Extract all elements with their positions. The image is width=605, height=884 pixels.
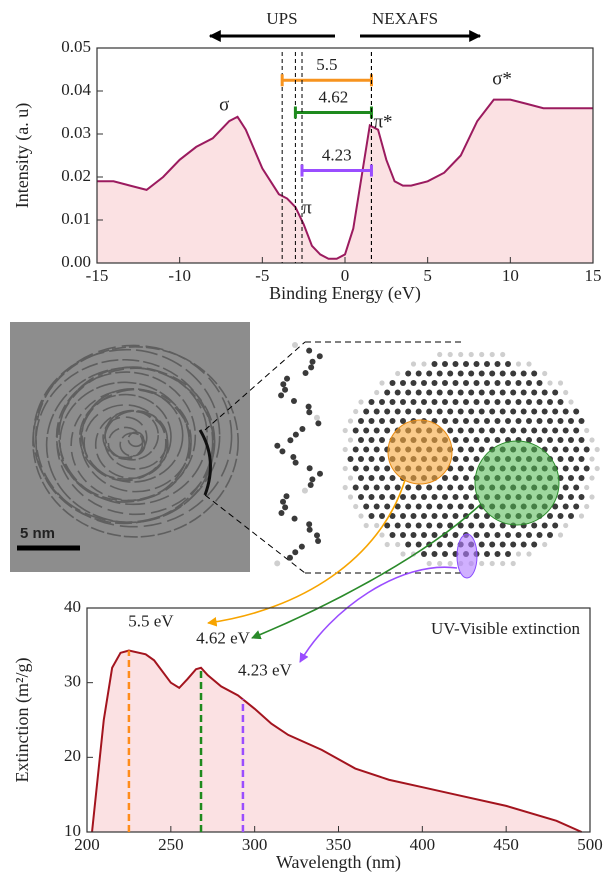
marker-label: 5.5 eV <box>128 611 174 630</box>
y-tick-label: 0.00 <box>61 252 91 271</box>
region-label: NEXAFS <box>372 9 438 28</box>
x-tick-label: 400 <box>410 835 436 854</box>
line <box>91 649 583 833</box>
x-tick-label: 15 <box>585 266 602 285</box>
x-tick-label: -15 <box>86 266 109 285</box>
x-tick-label: 250 <box>158 835 184 854</box>
area <box>97 99 593 263</box>
y-tick-label: 0.02 <box>61 166 91 185</box>
y-tick-label: 10 <box>64 821 81 840</box>
gap-label: 5.5 <box>316 55 337 74</box>
annotation: π* <box>373 112 392 133</box>
chart-title: UV-Visible extinction <box>431 619 580 638</box>
y-tick-label: 0.05 <box>61 37 91 56</box>
scale-label: 5 nm <box>20 525 55 542</box>
y-axis-label: Extinction (m²/g) <box>12 658 33 783</box>
marker-label: 4.23 eV <box>238 660 293 679</box>
x-tick-label: 0 <box>341 266 350 285</box>
y-tick-label: 30 <box>64 672 81 691</box>
x-tick-label: 200 <box>74 835 100 854</box>
annotation: π <box>302 198 312 219</box>
annotation: σ <box>219 94 229 115</box>
x-tick-label: -5 <box>255 266 269 285</box>
y-tick-label: 0.04 <box>61 80 91 99</box>
x-tick-label: 5 <box>423 266 432 285</box>
x-axis-label: Binding Energy (eV) <box>269 283 421 304</box>
region-label: UPS <box>266 9 297 28</box>
y-axis-label: Intensity (a. u) <box>12 103 33 208</box>
x-axis-label: Wavelength (nm) <box>276 852 401 873</box>
gap-label: 4.23 <box>322 145 352 164</box>
gap-label: 4.62 <box>319 87 349 106</box>
x-tick-label: 10 <box>502 266 519 285</box>
annotation: σ* <box>492 69 512 90</box>
molecule <box>204 341 600 663</box>
x-tick-label: 300 <box>242 835 268 854</box>
y-tick-label: 0.03 <box>61 123 91 142</box>
x-tick-label: -10 <box>168 266 191 285</box>
area <box>92 650 582 832</box>
x-tick-label: 350 <box>326 835 352 854</box>
y-tick-label: 0.01 <box>61 209 91 228</box>
marker-label: 4.62 eV <box>196 629 251 648</box>
tem-image: 5 nm <box>10 322 250 572</box>
line <box>97 98 593 260</box>
x-tick-label: 500 <box>577 835 603 854</box>
y-tick-label: 40 <box>64 597 81 616</box>
x-tick-label: 450 <box>493 835 519 854</box>
y-tick-label: 20 <box>64 746 81 765</box>
